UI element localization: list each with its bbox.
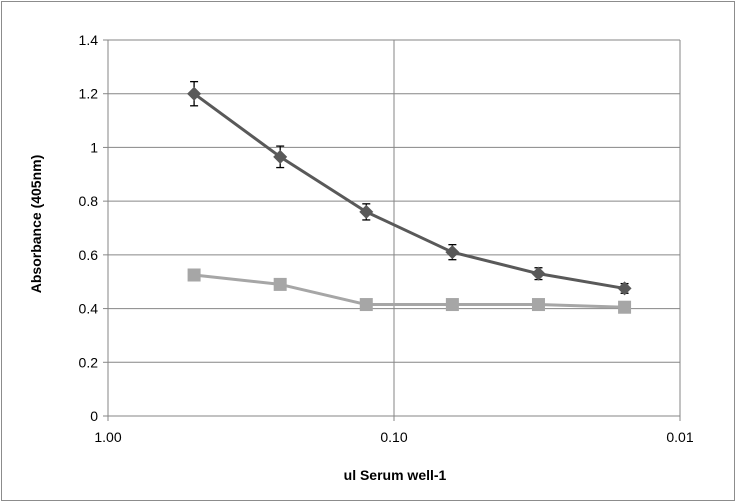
data-point [617, 281, 632, 296]
y-tick-label: 1 [90, 139, 98, 155]
x-tick-labels: 1.00 0.10 0.01 [94, 429, 693, 445]
x-tick-label: 0.10 [380, 429, 407, 445]
y-tick-label: 0 [90, 408, 98, 424]
x-tick-label: 1.00 [94, 429, 121, 445]
x-axis-title: ul Serum well-1 [344, 467, 447, 483]
data-point [531, 266, 546, 281]
data-point [359, 204, 374, 219]
data-point [187, 86, 202, 101]
data-point [445, 245, 460, 260]
data-point [618, 300, 632, 314]
y-tick-label: 0.8 [79, 193, 99, 209]
y-tick-label: 0.2 [79, 354, 99, 370]
data-point [187, 268, 201, 282]
x-tick-label: 0.01 [666, 429, 693, 445]
data-point [445, 298, 459, 312]
series-line [193, 273, 625, 309]
y-tick-label: 0.6 [79, 247, 99, 263]
data-point [273, 149, 288, 164]
y-tick-label: 0.4 [79, 301, 99, 317]
y-tick-label: 1.4 [79, 32, 99, 48]
data-point [273, 277, 287, 291]
y-axis-title: Absorbance (405nm) [28, 155, 44, 293]
data-point [359, 298, 373, 312]
series-line [193, 92, 625, 290]
series-1 [187, 80, 632, 296]
y-tick-labels: 0 0.2 0.4 0.6 0.8 1 1.2 1.4 [79, 32, 99, 424]
y-tick-label: 1.2 [79, 86, 99, 102]
gridlines [108, 39, 681, 416]
axes [103, 39, 681, 421]
data-point [531, 298, 545, 312]
series [187, 80, 632, 314]
series-2 [187, 268, 632, 314]
